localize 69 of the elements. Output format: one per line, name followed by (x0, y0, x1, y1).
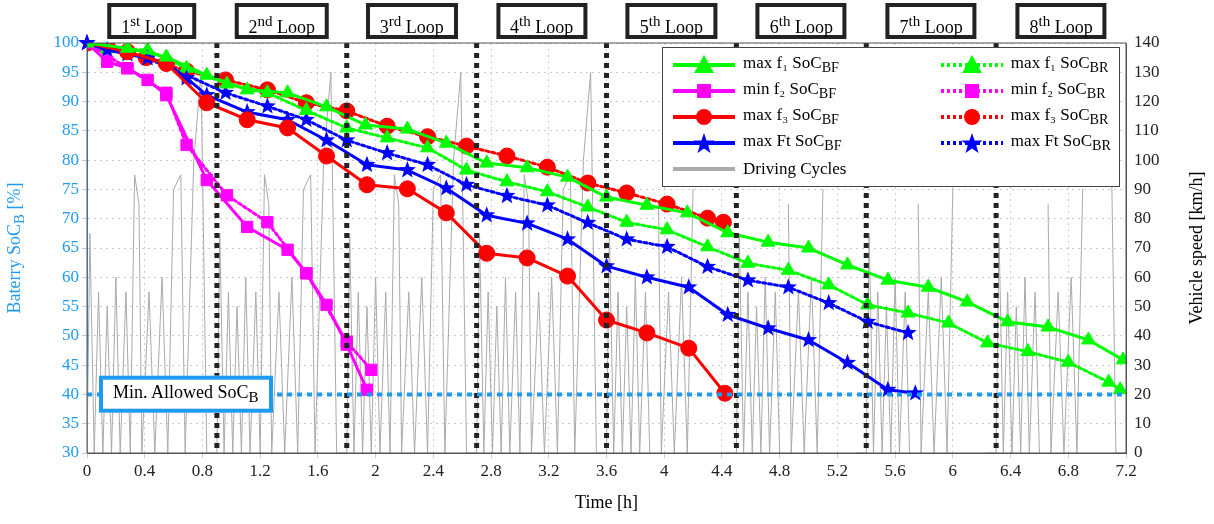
legend-label: max f₃ SoC$_{BF}$ (743, 105, 839, 129)
y-tick-label: 75 (62, 178, 79, 198)
y2-axis-title: Vehicle speed [km/h] (1185, 171, 1207, 325)
x-tick-label: 1.6 (307, 460, 329, 480)
x-tick-label: 4.8 (769, 460, 791, 480)
legend-label: min f₂ SoC$_{BR}$ (1010, 79, 1106, 103)
x-tick-label: 2.4 (422, 460, 445, 480)
text: 5$^{th}$ Loop (625, 3, 718, 39)
y2-tick-label: 130 (1134, 61, 1160, 81)
legend-label: max Ft SoC$_{BF}$ (743, 131, 842, 155)
text: 2$^{nd}$ Loop (234, 3, 330, 39)
ref-line-label: Min. Allowed SoC$_{B}$ (99, 376, 273, 413)
text: 7$^{th}$ Loop (885, 3, 977, 39)
x-tick-label: 2.8 (480, 460, 502, 480)
y-tick-label: 50 (62, 325, 79, 345)
y2-tick-label: 10 (1134, 413, 1151, 433)
y-tick-label: 30 (62, 442, 79, 462)
y2-tick-label: 50 (1134, 296, 1151, 316)
text: 4$^{th}$ Loop (495, 3, 588, 39)
y-tick-label: 70 (62, 208, 79, 228)
x-tick-label: 6 (948, 460, 958, 480)
legend-label: min f₂ SoC$_{BF}$ (743, 79, 837, 103)
x-tick-label: 0.8 (191, 460, 214, 480)
y-tick-label: 100 (53, 32, 79, 52)
y-tick-label: 80 (62, 149, 79, 169)
y-tick-label: 35 (62, 413, 79, 433)
y2-tick-label: 120 (1134, 91, 1160, 111)
y2-tick-label: 90 (1134, 178, 1151, 198)
legend-label: max f₁ SoC$_{BR}$ (1010, 53, 1109, 77)
y-tick-label: 85 (62, 120, 79, 140)
legend-label: max f₁ SoC$_{BF}$ (743, 53, 839, 77)
y-tick-label: 45 (62, 354, 79, 374)
legend-label: max f₃ SoC$_{BR}$ (1010, 105, 1109, 129)
x-tick-label: 6.8 (1057, 460, 1079, 480)
x-tick-label: 3.2 (538, 460, 560, 480)
y2-tick-label: 20 (1134, 383, 1151, 403)
y2-tick-label: 110 (1134, 120, 1159, 140)
y2-tick-label: 40 (1134, 325, 1151, 345)
text: 8$^{th}$ Loop (1015, 3, 1107, 39)
legend-label: Driving Cycles (743, 159, 847, 179)
x-tick-label: 0.4 (134, 460, 156, 480)
y2-tick-label: 70 (1134, 237, 1151, 257)
y2-tick-label: 100 (1134, 149, 1160, 169)
y-tick-label: 40 (62, 383, 79, 403)
x-tick-label: 1.2 (249, 460, 271, 480)
y2-tick-label: 140 (1134, 32, 1160, 52)
x-tick-label: 7.2 (1115, 460, 1137, 480)
x-tick-label: 2 (371, 460, 380, 480)
x-tick-label: 4.4 (711, 460, 734, 480)
x-tick-label: 0 (82, 460, 92, 480)
x-axis-title: Time [h] (575, 492, 638, 513)
y-tick-label: 60 (62, 266, 79, 286)
text: 1$^{st}$ Loop (107, 3, 197, 39)
text: 3$^{rd}$ Loop (365, 3, 458, 39)
text: 6$^{th}$ Loop (755, 3, 847, 39)
x-tick-label: 6.4 (999, 460, 1022, 480)
x-tick-label: 3.6 (595, 460, 618, 480)
legend-label: max Ft SoC$_{BR}$ (1010, 131, 1111, 155)
y-tick-label: 90 (62, 91, 79, 111)
y2-tick-label: 80 (1134, 208, 1151, 228)
x-tick-label: 4 (659, 460, 669, 480)
x-tick-label: 5.6 (884, 460, 906, 480)
y2-tick-label: 60 (1134, 266, 1151, 286)
x-tick-label: 5.2 (826, 460, 849, 480)
y-tick-label: 95 (62, 61, 79, 81)
y2-tick-label: 30 (1134, 354, 1151, 374)
y2-tick-label: 0 (1134, 442, 1143, 462)
y-tick-label: 55 (62, 296, 79, 316)
y-tick-label: 65 (62, 237, 79, 257)
